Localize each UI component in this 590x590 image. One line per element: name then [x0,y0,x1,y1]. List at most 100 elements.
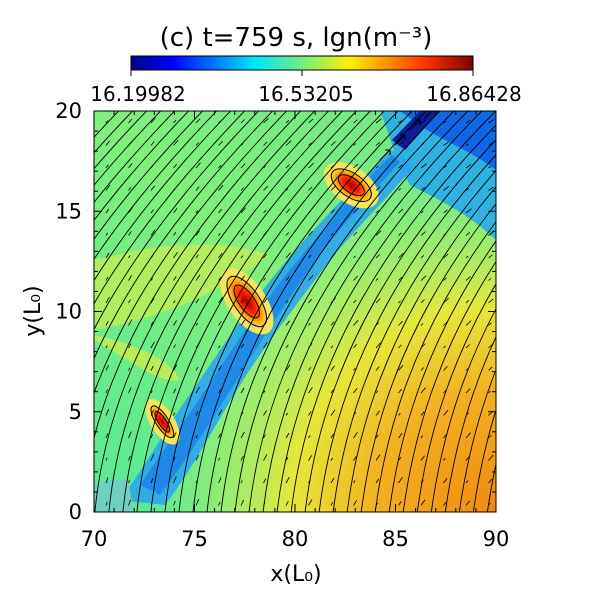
velocity-vector [218,457,221,461]
velocity-vector [195,386,200,394]
field-line [374,220,496,512]
velocity-vector [353,231,358,236]
outflow-arrow [379,149,391,161]
velocity-vector [465,456,470,461]
velocity-vector [465,388,471,394]
velocity-vector [330,297,336,304]
velocity-vector [420,435,424,439]
velocity-vector [173,344,176,349]
y-tick-label: 15 [55,199,82,223]
velocity-vector [195,230,200,236]
colorbar [130,55,474,71]
outflow-arrowhead [434,111,436,113]
field-line [276,111,496,512]
velocity-vector [488,342,494,349]
x-tick-label: 70 [81,527,108,551]
velocity-vector [465,500,470,506]
velocity-vector [353,119,358,124]
field-line [94,111,316,512]
velocity-vector [353,412,357,416]
velocity-vector [195,118,201,124]
velocity-vector [375,410,380,416]
velocity-vector [308,142,312,146]
velocity-vector [150,390,153,394]
velocity-vector [465,276,471,281]
velocity-vector [308,342,313,349]
velocity-vector [173,163,177,169]
velocity-vector [173,252,178,259]
velocity-vector [465,208,472,214]
velocity-vector [353,387,358,394]
velocity-vector [263,277,266,281]
velocity-vector [128,162,133,169]
field-line [318,154,496,512]
velocity-vector [420,479,424,484]
velocity-vector [420,323,424,326]
velocity-vector [465,255,469,259]
velocity-vector [420,387,426,394]
velocity-vector [263,229,269,236]
velocity-vector [263,165,266,169]
x-tick-label: 90 [483,527,510,551]
field-line [528,91,590,522]
velocity-vector [173,412,176,416]
outflow-arrowhead [385,149,391,155]
velocity-vector [330,233,334,236]
velocity-vector [150,185,155,191]
velocity-vector [195,186,200,191]
velocity-vector [150,321,154,326]
velocity-vector [330,321,335,326]
field-line [164,111,385,512]
velocity-vector [375,342,381,349]
velocity-vector [420,187,426,191]
velocity-vector [465,344,470,349]
velocity-vector [105,164,109,169]
velocity-vector [465,368,469,371]
field-line [290,124,496,512]
velocity-vector [263,141,268,146]
velocity-vector [263,502,266,506]
field-line [94,111,218,261]
velocity-vector [128,118,132,124]
axes: 70 75 80 85 90 0 5 10 15 20 [55,99,509,551]
velocity-vector [105,457,108,461]
field-line [94,111,302,440]
velocity-vector [105,408,110,416]
velocity-vector [375,142,381,146]
velocity-vector [128,455,131,461]
field-line [178,111,399,512]
velocity-vector [353,299,357,304]
velocity-vector [195,342,200,349]
velocity-vector [308,254,312,259]
velocity-vector [443,409,449,416]
velocity-vector [285,412,288,416]
field-line [402,260,496,512]
velocity-vector [443,477,448,484]
velocity-vector [375,186,381,191]
field-line [94,111,204,240]
velocity-vector [443,209,448,214]
velocity-vector [398,208,404,214]
velocity-vector [330,433,335,439]
x-tick-label: 75 [181,527,208,551]
velocity-vector [218,501,221,506]
velocity-vector [330,389,334,394]
field-line [472,408,496,512]
velocity-vector [173,364,178,371]
velocity-vector [375,165,379,169]
outflow-arrowhead [400,134,406,140]
velocity-vector [218,477,222,484]
field-line [220,111,441,512]
velocity-vector [488,454,494,461]
velocity-vector [488,478,492,484]
velocity-vector [308,411,312,416]
x-axis-label: x(L₀) [270,562,321,587]
velocity-vector [240,275,245,281]
velocity-vector [443,233,447,236]
velocity-vector [128,499,131,506]
velocity-vector [105,140,110,146]
velocity-vector [195,479,199,484]
velocity-vector [420,163,427,169]
velocity-vector [105,501,108,506]
